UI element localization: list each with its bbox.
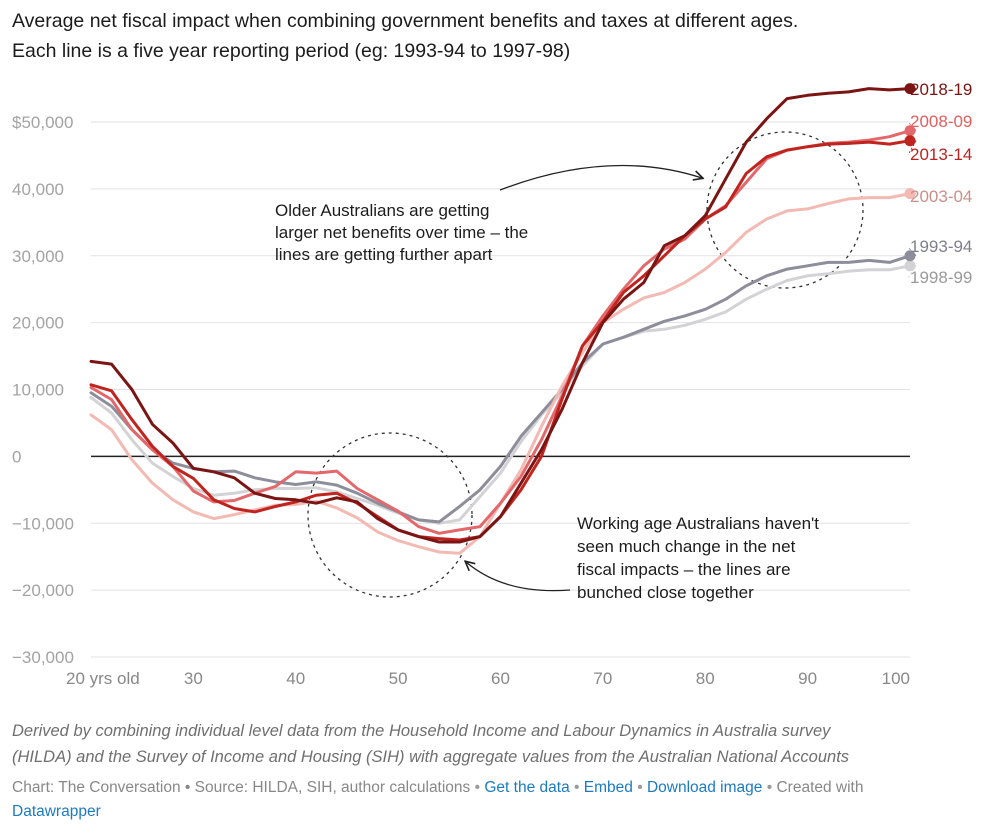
series-end-dot-1993-94 (904, 250, 916, 262)
chart-title-block: Average net fiscal impact when combining… (12, 6, 992, 66)
annotation-texts: Older Australians are getting larger net… (275, 201, 819, 602)
series-label-leader (907, 121, 917, 132)
y-tick-label: 10,000 (12, 381, 64, 400)
working-ages-annotation-line: bunched close together (577, 583, 754, 602)
older-ages-annotation-line: lines are getting further apart (275, 245, 493, 264)
series-end-dot-2008-09 (904, 125, 916, 137)
separator-dot: • (474, 779, 481, 796)
line-chart: $50,000 40,000 30,000 20,000 10,000 0 −10,000 −… (12, 80, 972, 688)
y-tick-label: $50,000 (12, 113, 73, 132)
working-ages-annotation-line: Working age Australians haven't (577, 514, 819, 533)
working-ages-annotation-line: fiscal impacts – the lines are (577, 560, 791, 579)
y-tick-label: 40,000 (12, 180, 64, 199)
x-tick-label: 30 (184, 669, 203, 688)
x-axis: 20 yrs old 30 40 50 60 70 80 90 100 (66, 669, 910, 688)
series-end-dot-2018-19 (904, 83, 916, 95)
separator-dot: • (766, 779, 773, 796)
y-tick-label: −10,000 (12, 514, 74, 533)
chart-title: Average net fiscal impact when combining… (12, 10, 799, 32)
notes-line: (HILDA) and the Survey of Income and Hou… (12, 748, 850, 766)
older-ages-annotation-line: larger net benefits over time – the (275, 223, 528, 242)
y-tick-label: −30,000 (12, 648, 74, 667)
x-tick-label: 50 (389, 669, 408, 688)
embed-link[interactable]: Embed (583, 779, 633, 796)
series-layer (89, 83, 916, 555)
older-ages-highlight-circle (706, 131, 864, 289)
series-line-2013-14 (89, 139, 912, 542)
series-end-labels: 1993-94 1998-99 2003-04 2008-09 2013-14 2018-… (907, 80, 972, 287)
older-ages-arrow (499, 164, 702, 191)
grid-layer (91, 121, 910, 658)
series-label-leader (907, 265, 917, 279)
working-ages-annotation-line: seen much change in the net (577, 537, 796, 556)
series-line-2018-19 (89, 87, 912, 544)
older-ages-annotation-line: Older Australians are getting (275, 201, 490, 220)
download-image-link[interactable]: Download image (646, 779, 763, 796)
series-line-1993-94 (89, 254, 912, 524)
x-tick-label: 100 (882, 669, 910, 688)
annotation-arrows (466, 164, 702, 592)
separator-dot: • (637, 779, 643, 796)
highlight-circles (307, 131, 864, 598)
x-tick-label: 20 yrs old (66, 669, 140, 688)
series-label-leader (907, 88, 917, 91)
series-end-label-1998-99: 1998-99 (910, 268, 972, 287)
datawrapper-link[interactable]: Datawrapper (12, 803, 101, 820)
series-end-dot-2003-04 (904, 188, 916, 200)
series-label-leader (907, 193, 917, 198)
x-tick-label: 60 (491, 669, 510, 688)
x-tick-label: 80 (696, 669, 715, 688)
source-credit: Chart: The Conversation • Source: HILDA,… (12, 779, 471, 796)
working-ages-highlight-circle (307, 432, 473, 598)
series-end-label-2003-04: 2003-04 (910, 187, 972, 206)
series-end-label-2013-14: 2013-14 (910, 145, 972, 164)
series-end-label-2008-09: 2008-09 (910, 112, 972, 131)
x-tick-label: 70 (593, 669, 612, 688)
x-tick-label: 90 (798, 669, 817, 688)
separator-dot: • (574, 779, 580, 796)
series-end-label-2018-19: 2018-19 (910, 80, 972, 99)
y-tick-label: −20,000 (12, 581, 74, 600)
created-with-text: Created with (776, 779, 864, 796)
series-line-1998-99 (89, 264, 912, 525)
y-tick-label: 0 (12, 447, 21, 466)
series-end-label-1993-94: 1993-94 (910, 237, 972, 256)
notes-line: Derived by combining individual level da… (12, 722, 831, 740)
chart-notes: Derived by combining individual level da… (12, 718, 992, 770)
series-label-leader (907, 140, 917, 156)
y-tick-label: 20,000 (12, 314, 64, 333)
series-end-dot-2013-14 (904, 135, 916, 147)
x-tick-label: 40 (286, 669, 305, 688)
get-the-data-link[interactable]: Get the data (484, 779, 570, 796)
series-label-leader (907, 246, 917, 257)
y-axis: $50,000 40,000 30,000 20,000 10,000 0 −10,000 −… (12, 113, 74, 667)
working-ages-arrow (466, 562, 571, 592)
series-end-dot-1998-99 (904, 260, 916, 272)
chart-credits: Chart: The Conversation • Source: HILDA,… (12, 776, 992, 824)
y-tick-label: 30,000 (12, 247, 64, 266)
chart-subtitle: Each line is a five year reporting perio… (12, 40, 571, 62)
